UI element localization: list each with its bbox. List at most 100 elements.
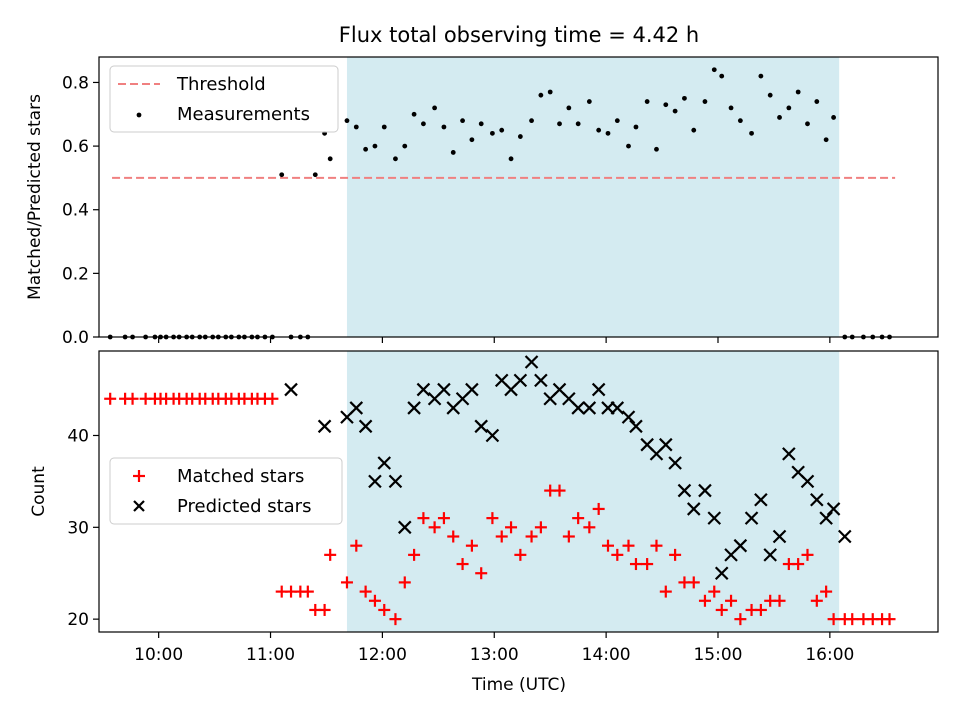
predicted-star-point [524, 355, 539, 369]
predicted-star-point [677, 483, 692, 498]
measurement-point [728, 105, 734, 111]
matched-star-point [715, 603, 728, 616]
matched-star-point [368, 594, 381, 607]
measurement-point [279, 172, 285, 178]
predicted-star-point [534, 373, 548, 388]
predicted-star-point [591, 382, 606, 397]
matched-star-point [708, 585, 721, 598]
measurement-point [737, 118, 743, 124]
measurement-point [517, 134, 523, 139]
predicted-star-point [698, 483, 712, 498]
predicted-star-point [513, 373, 528, 388]
legend-predicted-swatch [133, 500, 145, 512]
matched-star-point [846, 613, 859, 626]
matched-star-point [417, 512, 430, 525]
measurement-point [575, 121, 581, 127]
predicted-star-point [744, 511, 759, 525]
matched-star-point [266, 392, 279, 405]
measurement-point [372, 143, 378, 149]
x-axis-label: Time (UTC) [471, 675, 566, 695]
predicted-star-point [629, 419, 643, 434]
matched-star-point [773, 594, 786, 607]
matched-star-point [659, 585, 672, 598]
predicted-star-point [317, 419, 332, 434]
bottom-y-axis-label: Count [29, 466, 49, 517]
measurement-point [489, 130, 495, 136]
bottom-legend-box [109, 457, 343, 525]
measurement-point [327, 156, 333, 162]
measurement-point [421, 121, 426, 127]
x-tick-label: 10:00 [134, 645, 183, 665]
measurement-point [469, 137, 475, 143]
legend-threshold-label: Threshold [176, 74, 266, 95]
matched-star-point [378, 603, 391, 616]
legend-matched-label: Matched stars [177, 466, 304, 487]
predicted-star-point [582, 401, 597, 415]
matched-star-point [734, 613, 747, 626]
predicted-star-point [819, 511, 833, 525]
measurement-point [767, 92, 773, 98]
matched-star-point [592, 502, 605, 515]
top-legend-box [109, 65, 339, 133]
predicted-star-point [621, 410, 636, 424]
x-tick-label: 11:00 [246, 645, 295, 665]
x-tick-label: 12:00 [358, 645, 407, 665]
measurement-point [566, 105, 572, 111]
measurement-point [547, 89, 553, 95]
matched-star-point [611, 548, 624, 561]
x-tick-label: 13:00 [470, 645, 519, 665]
measurement-point [711, 67, 717, 73]
measurement-point [402, 143, 408, 149]
predicted-star-point [837, 529, 852, 544]
measurement-point [702, 99, 708, 104]
measurement-point [499, 127, 505, 133]
matched-star-point [389, 613, 402, 626]
predicted-star-point [659, 437, 673, 452]
measurement-point [805, 121, 810, 127]
matched-star-point [324, 548, 337, 561]
measurement-point [758, 73, 764, 79]
predicted-star-point [800, 474, 815, 489]
measurement-point [393, 156, 398, 162]
matched-star-point [104, 392, 117, 405]
bottom-legend: Matched stars Predicted stars [109, 457, 343, 525]
matched-star-point [562, 530, 575, 543]
measurement-point [749, 130, 754, 136]
legend-measurements-label: Measurements [177, 104, 310, 125]
matched-star-point [318, 603, 331, 616]
chart-title: Flux total observing time = 4.42 h [339, 23, 699, 47]
x-tick-label: 14:00 [582, 645, 631, 665]
measurement-point [644, 99, 650, 104]
top-y-tick-label: 0.8 [62, 73, 89, 93]
predicted-star-point [571, 401, 585, 415]
measurement-point [682, 95, 687, 101]
matched-star-point [495, 530, 508, 543]
measurement-point [529, 118, 534, 124]
bottom-y-ticks: 20 30 40 [67, 426, 99, 630]
measurement-point [614, 118, 620, 124]
matched-star-point [350, 539, 363, 552]
measurement-point [432, 105, 437, 111]
matched-star-point [437, 512, 450, 525]
bottom-panel: 20 30 40 10:00 11:00 12:00 13:00 14:00 15:00 16:… [29, 350, 939, 695]
matched-star-point [725, 594, 738, 607]
bottom-y-tick-label: 20 [67, 610, 89, 630]
predicted-star-point [733, 538, 748, 553]
matched-star-point [486, 512, 499, 525]
top-panel: 0.00.20.40.60.8 Matched/Predicted stars … [25, 56, 939, 348]
matched-star-point [883, 613, 896, 626]
predicted-star-point [610, 401, 625, 415]
matched-star-point [792, 558, 805, 571]
measurement-point [381, 124, 387, 130]
measurement-point [538, 92, 544, 98]
predicted-star-point [416, 382, 431, 397]
top-observing-span [346, 57, 840, 337]
predicted-star-point [437, 382, 451, 397]
matched-star-point [820, 585, 833, 598]
predicted-star-point [358, 419, 373, 434]
top-y-tick-label: 0.6 [62, 137, 89, 157]
predicted-star-point [707, 511, 722, 525]
measurement-point [363, 146, 369, 152]
matched-star-point [754, 603, 767, 616]
